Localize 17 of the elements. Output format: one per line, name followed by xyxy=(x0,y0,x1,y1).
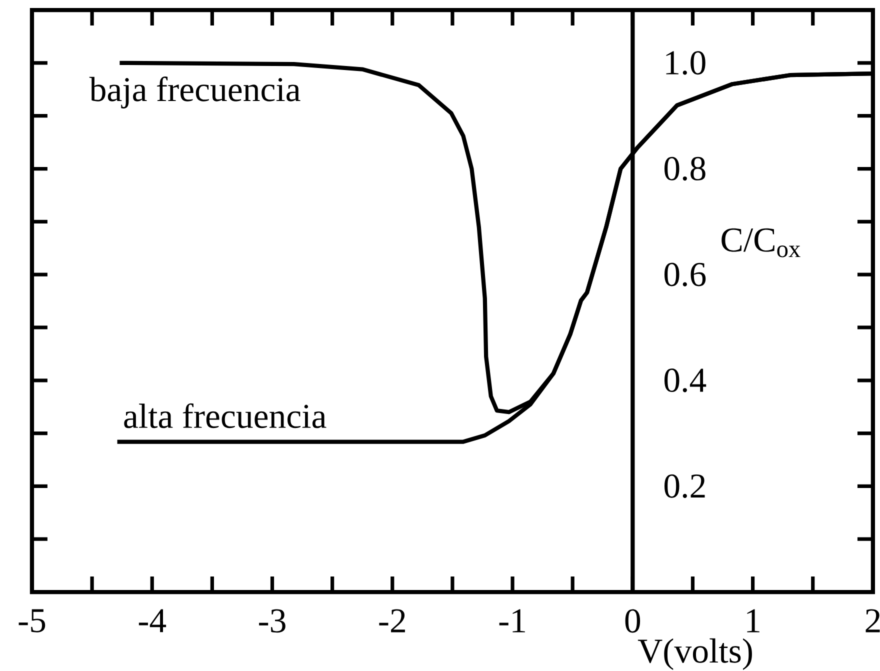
x-tick-label: -1 xyxy=(499,609,525,632)
y-tick-label: 1.0 xyxy=(666,51,706,75)
legend-label: baja frecuencia xyxy=(89,76,300,108)
x-tick-label: -4 xyxy=(138,609,166,632)
y-tick-label: 0.2 xyxy=(664,474,705,498)
x-tick-label: -5 xyxy=(18,609,46,632)
x-tick-label: 0 xyxy=(625,609,640,633)
y-tick-label: 0.4 xyxy=(664,368,706,392)
x-tick-label: -2 xyxy=(379,609,405,632)
y-tick-label: 0.6 xyxy=(664,262,706,286)
x-axis-title: V(volts) xyxy=(638,638,752,670)
legend-label: alta frecuencia xyxy=(124,403,326,428)
x-tick-label: -3 xyxy=(259,609,286,633)
y-tick-label: 0.8 xyxy=(664,156,706,181)
y-axis-title: C/C$_{ox}$ xyxy=(722,228,800,258)
x-tick-label: 2 xyxy=(866,609,880,632)
x-tick-label: 1 xyxy=(747,609,760,632)
